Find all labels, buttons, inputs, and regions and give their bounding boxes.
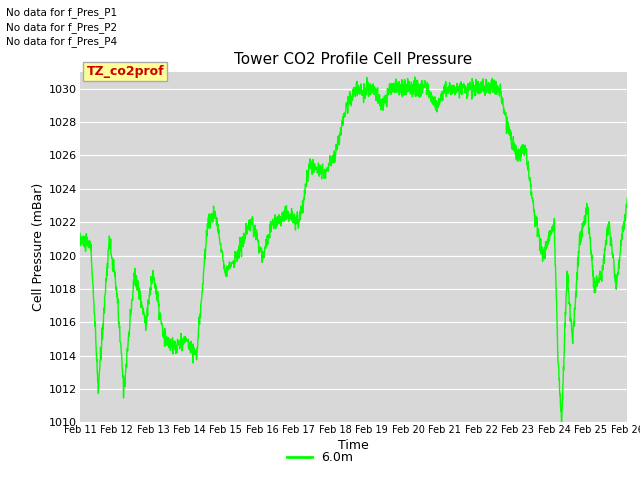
Text: No data for f_Pres_P2: No data for f_Pres_P2 <box>6 22 118 33</box>
Text: TZ_co2prof: TZ_co2prof <box>86 65 164 78</box>
Text: No data for f_Pres_P4: No data for f_Pres_P4 <box>6 36 118 47</box>
X-axis label: Time: Time <box>338 439 369 452</box>
Y-axis label: Cell Pressure (mBar): Cell Pressure (mBar) <box>32 183 45 312</box>
Title: Tower CO2 Profile Cell Pressure: Tower CO2 Profile Cell Pressure <box>234 52 473 67</box>
Legend: 6.0m: 6.0m <box>282 446 358 469</box>
Text: No data for f_Pres_P1: No data for f_Pres_P1 <box>6 7 118 18</box>
